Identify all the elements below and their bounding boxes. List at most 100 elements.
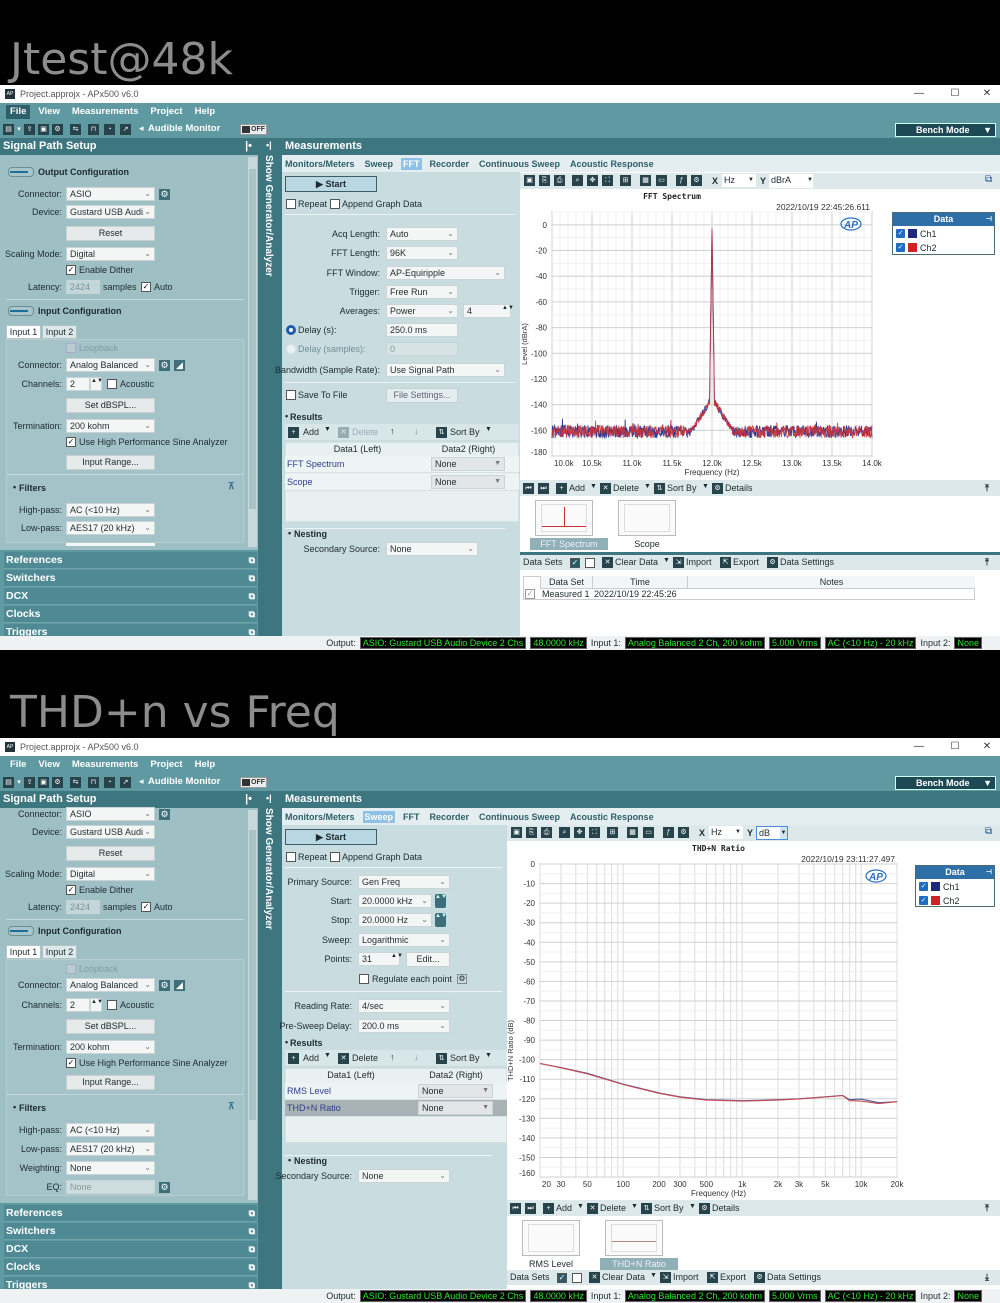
close-icon[interactable]: ✕ bbox=[982, 88, 992, 99]
new-file-icon[interactable]: ▤ bbox=[3, 124, 14, 135]
expand-panel-icon[interactable]: •| bbox=[266, 140, 272, 150]
sort-icon[interactable]: ⇅ bbox=[641, 1203, 652, 1214]
add-icon[interactable]: + bbox=[288, 1053, 299, 1064]
select-device[interactable]: Gustard USB Audi... ⌄ bbox=[66, 205, 155, 219]
tab-input-1[interactable]: Input 1 bbox=[6, 325, 41, 339]
add-icon[interactable]: + bbox=[556, 483, 567, 494]
collapse-group-icon[interactable]: ⊼ bbox=[228, 481, 235, 491]
expand-panel-icon[interactable]: •| bbox=[266, 793, 272, 803]
import-icon[interactable]: ⇲ bbox=[673, 557, 684, 568]
dropdown-arrow-icon[interactable]: ▾ bbox=[17, 779, 21, 786]
audible-monitor-toggle[interactable]: OFF bbox=[240, 124, 267, 135]
graph-settings-icon[interactable]: ⚙ bbox=[691, 175, 702, 186]
splitter[interactable] bbox=[520, 552, 1000, 555]
left-scrollbar-thumb[interactable] bbox=[249, 830, 256, 1120]
append-graph-data-checkbox[interactable] bbox=[330, 199, 340, 209]
print-icon[interactable]: ⎙ bbox=[554, 175, 565, 186]
save-icon[interactable]: ▣ bbox=[38, 124, 49, 135]
select-device[interactable]: Gustard USB Audi... ⌄ bbox=[66, 825, 155, 839]
sort-icon[interactable]: ⇅ bbox=[436, 1053, 447, 1064]
show-generator-analyzer-tab[interactable]: Show Generator/Analyzer bbox=[263, 808, 274, 930]
gear-icon[interactable]: ⚙ bbox=[159, 360, 170, 371]
checkbox-enabledither[interactable]: ✓ bbox=[66, 265, 76, 275]
pan-icon[interactable]: ✥ bbox=[574, 827, 585, 838]
left-scrollbar-thumb[interactable] bbox=[249, 169, 256, 509]
caret-down-icon[interactable]: ▼ bbox=[485, 426, 492, 433]
stepper-buttons[interactable]: ▲▼ bbox=[435, 913, 447, 927]
thumbnail-thdnratio[interactable] bbox=[605, 1220, 663, 1256]
popout-icon[interactable]: ⧉ bbox=[248, 1262, 255, 1272]
collapse-panel-icon[interactable]: |• bbox=[245, 140, 252, 152]
first-icon[interactable]: ⏮ bbox=[510, 1203, 521, 1214]
tab-monitorsmeters[interactable]: Monitors/Meters bbox=[285, 811, 355, 822]
first-icon[interactable]: ⏮ bbox=[523, 483, 534, 494]
button-reset[interactable]: Reset bbox=[66, 226, 155, 241]
new-file-icon[interactable]: ▤ bbox=[3, 777, 14, 788]
file-settings-button[interactable]: File Settings... bbox=[386, 388, 458, 403]
move-down-icon[interactable]: ↓ bbox=[414, 1052, 419, 1062]
regulate-settings-icon[interactable]: ⚙ bbox=[457, 974, 467, 984]
select-connector[interactable]: Analog Balanced ⌄ bbox=[66, 358, 155, 372]
channels-stepper[interactable]: ▲▼ bbox=[90, 377, 103, 391]
waveform-icon[interactable]: ⊓ bbox=[88, 124, 99, 135]
select-connector[interactable]: ASIO ⌄ bbox=[66, 807, 155, 821]
select-lowpass[interactable]: AES17 (20 kHz) ⌄ bbox=[66, 521, 155, 535]
popout-icon[interactable]: ⧉ bbox=[248, 1244, 255, 1254]
fx-icon[interactable]: ƒ bbox=[676, 175, 687, 186]
details-icon[interactable]: ⚙ bbox=[699, 1203, 710, 1214]
select-averages[interactable]: Power ⌄ bbox=[386, 304, 458, 318]
move-up-icon[interactable]: ↑ bbox=[390, 426, 395, 436]
clear-data-icon[interactable]: ✕ bbox=[602, 557, 613, 568]
select-weighting[interactable]: None ⌄ bbox=[66, 1161, 155, 1175]
field-delays[interactable]: 250.0 ms bbox=[386, 323, 458, 337]
select-bandwidthsamplerate[interactable]: Use Signal Path ⌄ bbox=[386, 363, 505, 377]
save-graph-icon[interactable]: ▣ bbox=[511, 827, 522, 838]
delete-icon[interactable]: ✕ bbox=[587, 1203, 598, 1214]
data2-dropdown[interactable]: None ▼ bbox=[418, 1101, 493, 1115]
repeat-checkbox[interactable] bbox=[286, 199, 296, 209]
data-set-checkbox[interactable]: ✓ bbox=[525, 589, 535, 599]
sequence-icon[interactable]: ⇆ bbox=[70, 124, 81, 135]
edit-points-button[interactable]: Edit... bbox=[406, 952, 450, 967]
legend-item-ch2[interactable]: ✓ Ch2 bbox=[896, 242, 993, 254]
button-reset[interactable]: Reset bbox=[66, 846, 155, 861]
graph-settings-icon[interactable]: ⚙ bbox=[678, 827, 689, 838]
tab-continuoussweep[interactable]: Continuous Sweep bbox=[479, 158, 561, 169]
select-scalingmode[interactable]: Digital ⌄ bbox=[66, 247, 155, 261]
tab-monitorsmeters[interactable]: Monitors/Meters bbox=[285, 158, 355, 169]
select-highpass[interactable]: AC (<10 Hz) ⌄ bbox=[66, 503, 155, 517]
add-icon[interactable]: + bbox=[543, 1203, 554, 1214]
delete-icon[interactable]: ✕ bbox=[338, 427, 349, 438]
popout-icon[interactable]: ⧉ bbox=[248, 1208, 255, 1218]
legend-item-ch1[interactable]: ✓ Ch1 bbox=[919, 881, 993, 893]
bench-mode-button[interactable]: Bench Mode ▼ bbox=[895, 776, 996, 790]
thumbnail-rmslevel[interactable] bbox=[522, 1220, 580, 1256]
button-setdbspl[interactable]: Set dBSPL... bbox=[66, 398, 155, 413]
caret-down-icon[interactable]: ▼ bbox=[324, 1052, 331, 1059]
auto-latency-checkbox[interactable]: ✓ bbox=[141, 902, 151, 912]
menu-measurements[interactable]: Measurements bbox=[71, 106, 139, 117]
input-meter-icon[interactable]: ◢ bbox=[174, 980, 185, 991]
section-dcx[interactable]: DCX ⧉ bbox=[4, 1241, 257, 1258]
auto-latency-checkbox[interactable]: ✓ bbox=[141, 282, 151, 292]
channels-stepper[interactable]: ▲▼ bbox=[90, 998, 103, 1012]
maximize-icon[interactable]: ☐ bbox=[950, 88, 960, 99]
collapse-group-icon[interactable]: ⊼ bbox=[228, 1101, 235, 1111]
open-icon[interactable]: ⇪ bbox=[24, 777, 35, 788]
maximize-icon[interactable]: ☐ bbox=[950, 741, 960, 752]
waveform-icon[interactable]: ⊓ bbox=[88, 777, 99, 788]
section-dcx[interactable]: DCX ⧉ bbox=[4, 588, 257, 605]
details-icon[interactable]: ⚙ bbox=[712, 483, 723, 494]
pan-icon[interactable]: ✥ bbox=[587, 175, 598, 186]
data-settings-icon[interactable]: ⚙ bbox=[754, 1272, 765, 1283]
delete-icon[interactable]: ✕ bbox=[338, 1053, 349, 1064]
save-to-file-checkbox[interactable] bbox=[286, 390, 296, 400]
caret-down-icon[interactable]: ▼ bbox=[324, 426, 331, 433]
export-icon[interactable]: ⇱ bbox=[720, 557, 731, 568]
close-icon[interactable]: ✕ bbox=[982, 741, 992, 752]
spinner-arrows-icon[interactable]: ▲▼ bbox=[502, 305, 514, 311]
zoom-icon[interactable]: ⌕ bbox=[559, 827, 570, 838]
sort-icon[interactable]: ⇅ bbox=[436, 427, 447, 438]
checkbox-usehighperformancesineanalyzer[interactable]: ✓ bbox=[66, 1058, 76, 1068]
last-icon[interactable]: ⏭ bbox=[538, 483, 549, 494]
